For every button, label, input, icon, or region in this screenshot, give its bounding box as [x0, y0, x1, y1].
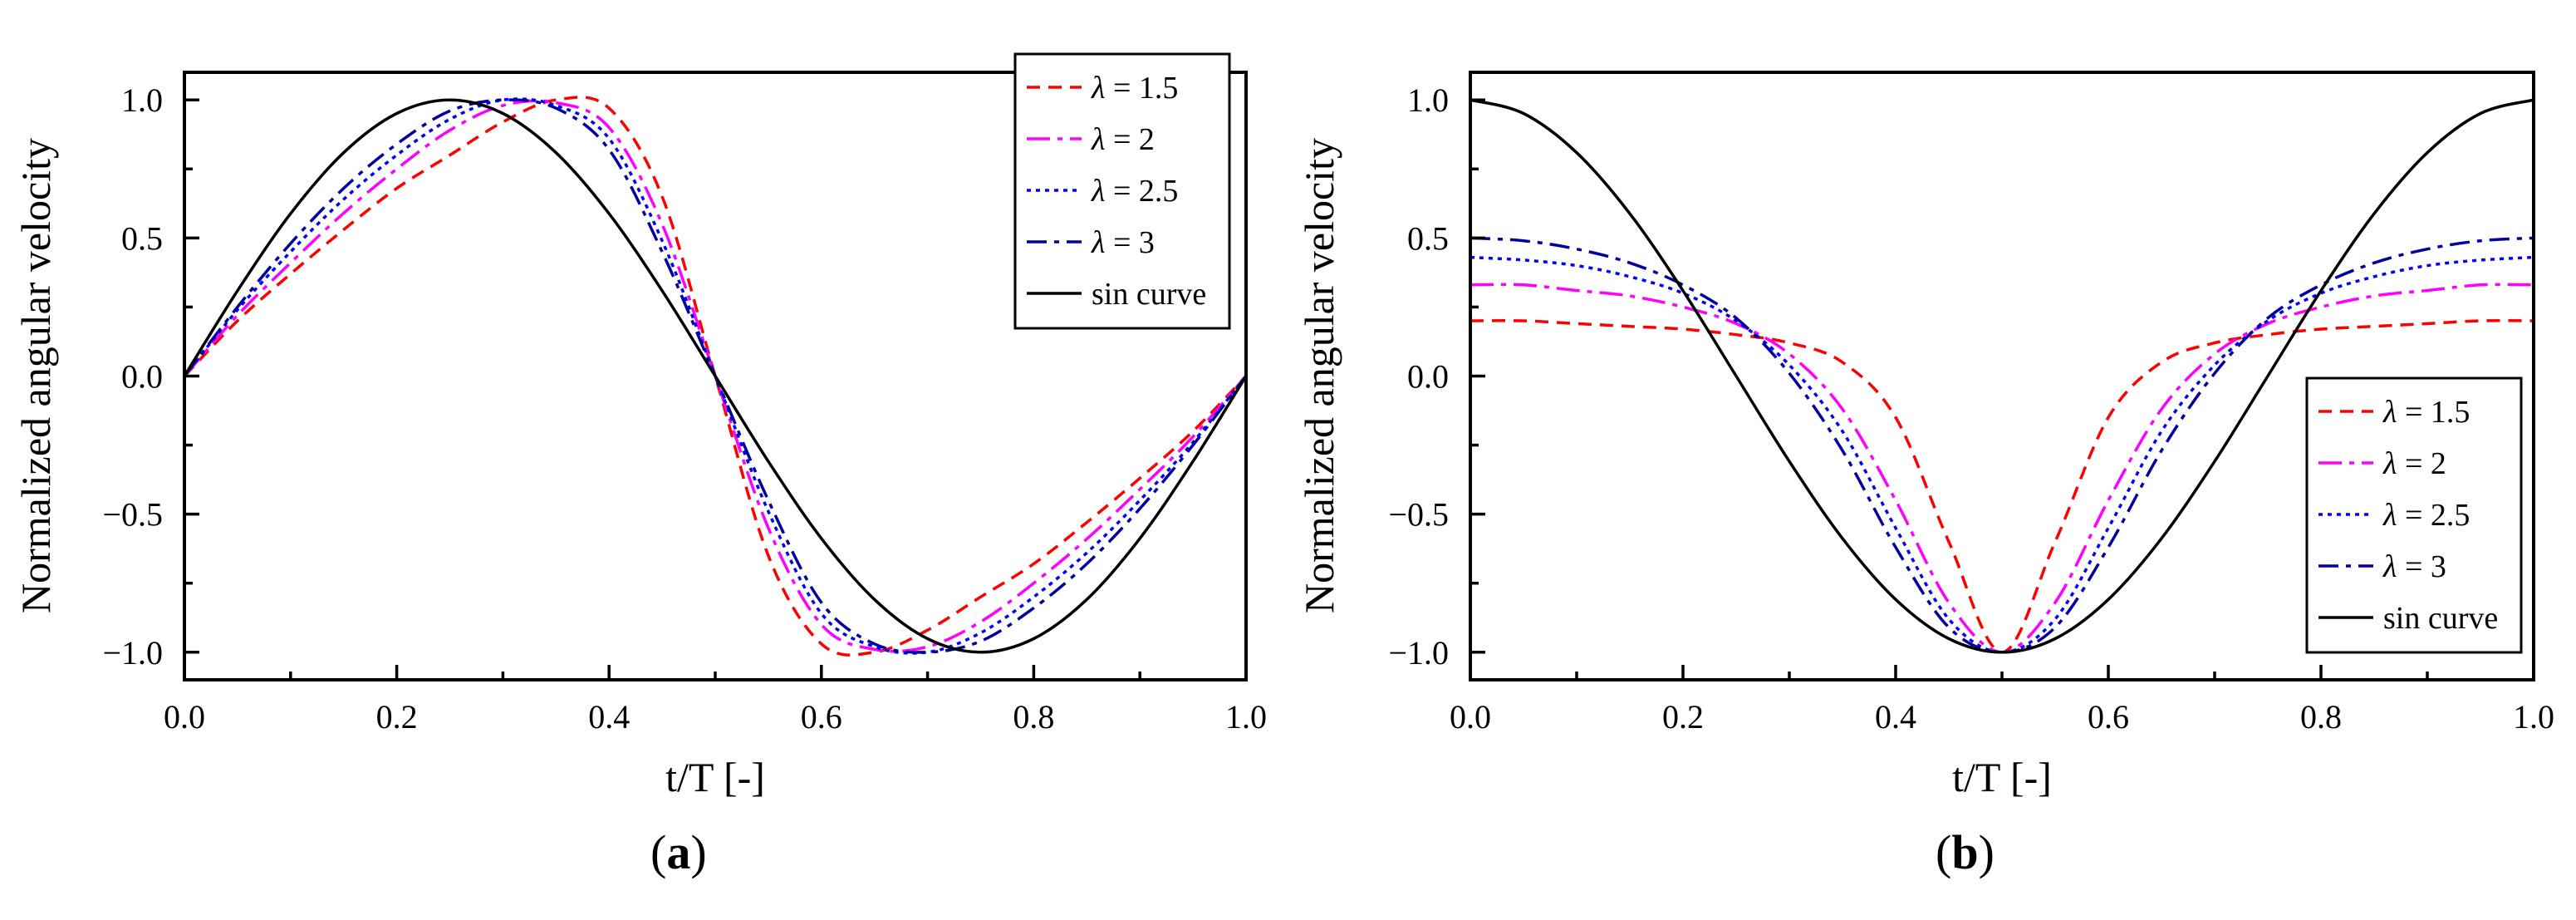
x-axis-label: t/T [-] [1952, 754, 2052, 800]
legend-entry-0: λ = 1.5 [1091, 71, 1178, 106]
x-tick-label: 0.6 [2088, 698, 2129, 736]
legend-entry-3: λ = 3 [1091, 225, 1155, 260]
legend-label: = 1.5 [1105, 71, 1178, 106]
x-tick-label: 0.2 [1662, 698, 1704, 736]
panel-label-close: ) [690, 825, 706, 879]
legend-label: = 1.5 [2397, 395, 2470, 430]
legend-symbol: λ [1091, 174, 1105, 209]
legend-label: = 3 [1105, 225, 1154, 260]
legend-label: sin curve [2383, 601, 2498, 636]
y-axis-label: Normalized angular velocity [1296, 138, 1342, 613]
panel-a: 0.0 0.2 0.4 0.6 0.8 1.0 −1.0 −0.5 0.0 0.5 1.0 t/T [… [12, 52, 1267, 879]
y-axis-label: Normalized angular velocity [12, 138, 59, 613]
x-tick-label: 1.0 [2513, 698, 2554, 736]
panel-b: 0.0 0.2 0.4 0.6 0.8 1.0 −1.0 −0.5 0.0 0.5 1.0 t/T [… [1296, 71, 2554, 879]
y-tick-label: 1.0 [1407, 81, 1449, 119]
series-line-1 [184, 99, 1246, 653]
legend-label: = 2 [2397, 446, 2446, 481]
legend-entry-0: λ = 1.5 [2382, 395, 2470, 430]
series-line-2 [1470, 255, 2534, 654]
x-tick-label: 0.0 [1450, 698, 1491, 736]
legend-entry-4: sin curve [1092, 277, 1206, 312]
panel-label-close: ) [1979, 825, 1995, 879]
legend-entry-1: λ = 2 [1091, 122, 1155, 157]
panel-label-open: ( [650, 825, 666, 879]
series-group [1470, 98, 2534, 654]
panel-label-open: ( [1936, 825, 1951, 879]
x-tick-label: 0.8 [2300, 698, 2342, 736]
x-tick-label: 0.0 [164, 698, 205, 736]
y-tick-label: 0.5 [1407, 219, 1449, 257]
legend-symbol: λ [1091, 122, 1105, 157]
y-tick-label: 0.5 [121, 219, 163, 257]
legend-frame [2305, 376, 2523, 654]
legend-label: sin curve [1092, 277, 1206, 312]
y-tick-label: 1.0 [121, 81, 163, 119]
x-tick-label: 0.6 [801, 698, 842, 736]
legend-label: = 3 [2397, 549, 2446, 584]
legend-label: = 2.5 [2397, 498, 2470, 533]
legend-label: = 2 [1105, 122, 1154, 157]
legend-entry-3: λ = 3 [2382, 549, 2446, 584]
x-axis-label: t/T [-] [665, 754, 765, 800]
y-tick-label: −0.5 [102, 496, 163, 534]
legend-symbol: λ [2382, 395, 2397, 430]
panel-label: (b) [1936, 825, 1995, 879]
legend-symbol: λ [1091, 71, 1105, 106]
panel-label-letter: b [1951, 825, 1978, 879]
panel-label: (a) [650, 825, 707, 879]
x-tick-label: 0.4 [1875, 698, 1916, 736]
legend-entry-2: λ = 2.5 [1091, 174, 1178, 209]
x-tick-label: 0.8 [1013, 698, 1054, 736]
legend-entry-1: λ = 2 [2382, 446, 2446, 481]
y-tick-label: −1.0 [1388, 634, 1449, 672]
legend-symbol: λ [2382, 446, 2397, 481]
y-tick-label: −1.0 [102, 634, 163, 672]
y-tick-label: 0.0 [121, 358, 163, 396]
series-line-4 [1470, 98, 2534, 654]
x-tick-label: 0.2 [376, 698, 418, 736]
x-tick-label: 1.0 [1225, 698, 1267, 736]
series-line-0 [184, 96, 1246, 657]
legend-frame [1013, 52, 1231, 330]
series-group [184, 96, 1246, 657]
legend-label: = 2.5 [1105, 174, 1178, 209]
panel-label-letter: a [666, 825, 690, 879]
legend-symbol: λ [1091, 225, 1105, 260]
legend-entry-4: sin curve [2383, 601, 2498, 636]
legend-symbol: λ [2382, 498, 2397, 533]
y-tick-label: 0.0 [1407, 358, 1449, 396]
x-tick-label: 0.4 [588, 698, 630, 736]
legend-entry-2: λ = 2.5 [2382, 498, 2470, 533]
series-line-4 [184, 98, 1246, 654]
y-tick-label: −0.5 [1388, 496, 1449, 534]
legend-symbol: λ [2382, 549, 2397, 584]
